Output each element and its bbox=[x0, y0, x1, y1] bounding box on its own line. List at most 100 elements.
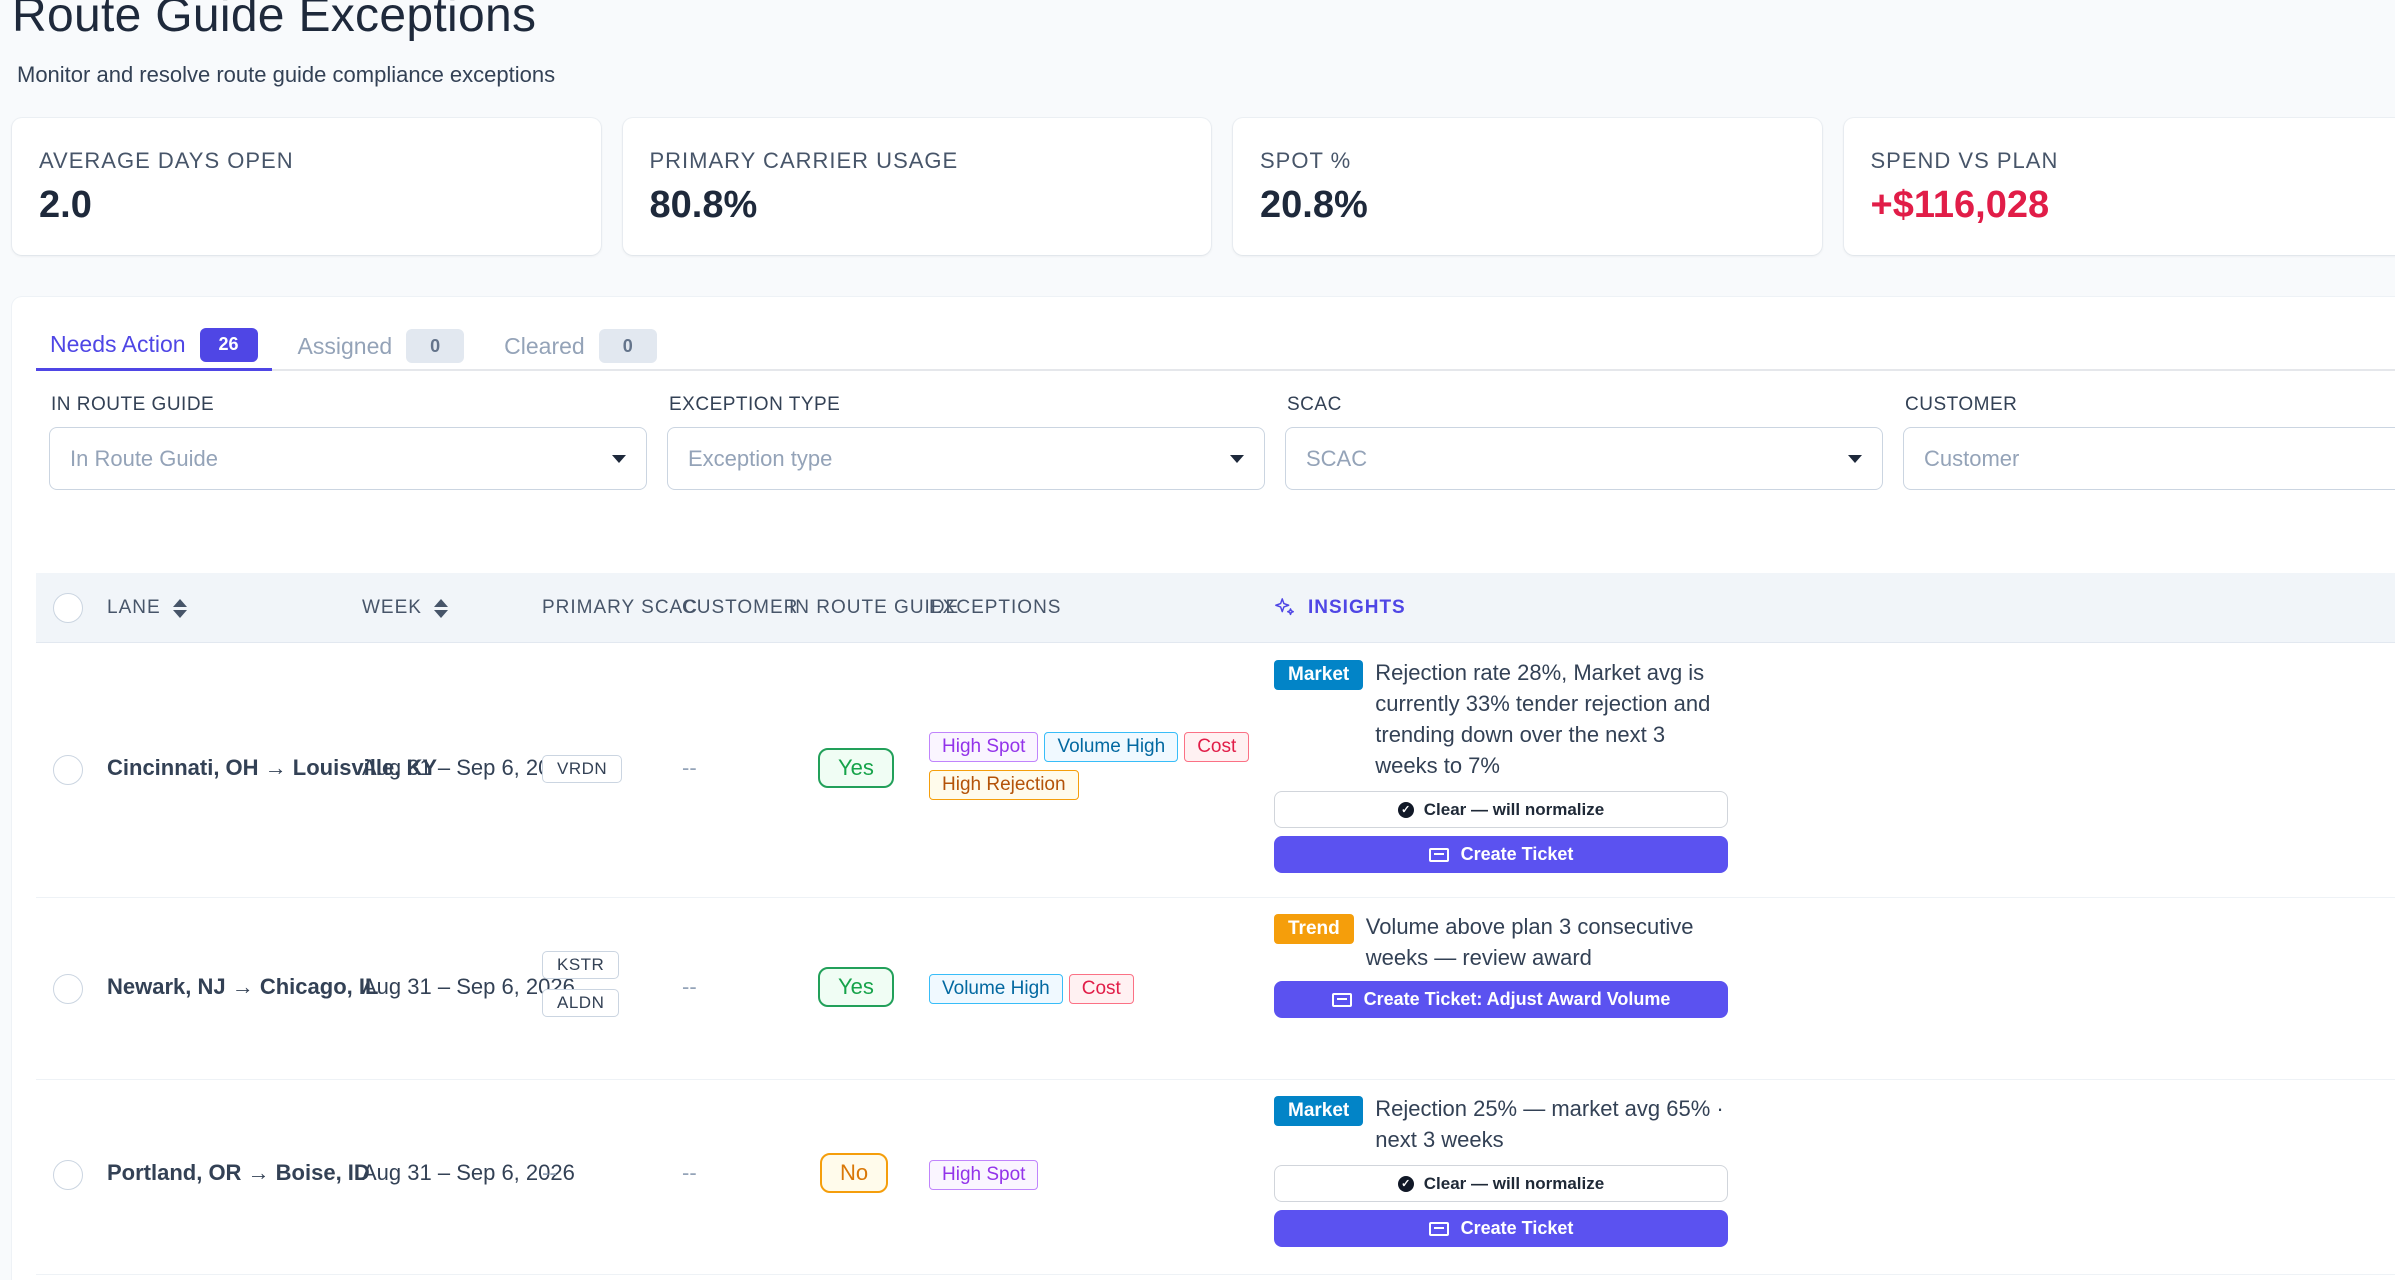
tab-assigned[interactable]: Assigned 0 bbox=[284, 321, 479, 371]
scac-cell: VRDN bbox=[542, 755, 623, 783]
create-ticket-button[interactable]: Create Ticket bbox=[1274, 836, 1728, 873]
select-placeholder: SCAC bbox=[1306, 445, 1368, 471]
filter-label: SCAC bbox=[1287, 394, 1342, 415]
column-exceptions: EXCEPTIONS bbox=[929, 596, 1062, 618]
exception-tag: Cost bbox=[1184, 732, 1250, 762]
button-label: Create Ticket: Adjust Award Volume bbox=[1363, 989, 1671, 1009]
table-header: LANE WEEK PRIMARY SCAC CUSTOMER IN ROUTE… bbox=[36, 573, 2395, 643]
in-route-guide-cell: Yes bbox=[818, 748, 894, 788]
ticket-icon bbox=[1331, 992, 1352, 1007]
kpi-row: AVERAGE DAYS OPEN 2.0 PRIMARY CARRIER US… bbox=[12, 118, 2395, 255]
table-row[interactable]: Portland, OR → Boise, ID Aug 31 – Sep 6,… bbox=[36, 1080, 2395, 1275]
column-primary-scac: PRIMARY SCAC bbox=[542, 596, 698, 618]
customer-cell: -- bbox=[682, 974, 697, 999]
column-lane[interactable]: LANE bbox=[107, 597, 187, 619]
table-row[interactable]: Cincinnati, OH → Louisville, KY Aug 31 –… bbox=[36, 644, 2395, 898]
page-title: Route Guide Exceptions bbox=[12, 0, 537, 42]
insight-text: Rejection rate 28%, Market avg is curren… bbox=[1375, 660, 1711, 778]
tab-label: Assigned bbox=[297, 332, 393, 359]
select-placeholder: Customer bbox=[1924, 445, 2020, 471]
button-label: Create Ticket bbox=[1460, 844, 1574, 864]
status-tabs: Needs Action 26 Assigned 0 Cleared 0 bbox=[36, 321, 2395, 371]
create-ticket-adjust-award-button[interactable]: Create Ticket: Adjust Award Volume bbox=[1274, 981, 1728, 1018]
customer-cell: -- bbox=[682, 755, 697, 780]
table-row[interactable]: Newark, NJ → Chicago, IL Aug 31 – Sep 6,… bbox=[36, 898, 2395, 1080]
count-badge: 0 bbox=[598, 329, 657, 363]
ticket-icon bbox=[1428, 847, 1449, 862]
check-circle-icon: ✓ bbox=[1397, 1175, 1414, 1192]
tab-cleared[interactable]: Cleared 0 bbox=[490, 321, 671, 371]
column-week[interactable]: WEEK bbox=[362, 597, 448, 619]
scac-chip: KSTR bbox=[542, 951, 620, 979]
exceptions-cell: High Spot Volume High Cost High Rejectio… bbox=[929, 732, 1279, 808]
filter-exception-type: EXCEPTION TYPE Exception type bbox=[667, 394, 1265, 490]
chevron-down-icon bbox=[1848, 454, 1862, 463]
customer-select[interactable]: Customer bbox=[1903, 427, 2395, 490]
create-ticket-button[interactable]: Create Ticket bbox=[1274, 1210, 1728, 1247]
status-badge: Yes bbox=[818, 748, 894, 788]
filter-label: EXCEPTION TYPE bbox=[669, 394, 841, 415]
exception-type-select[interactable]: Exception type bbox=[667, 427, 1265, 490]
row-checkbox[interactable] bbox=[53, 755, 83, 785]
insight-badge: Market bbox=[1274, 660, 1364, 690]
lane-cell: Cincinnati, OH → Louisville, KY bbox=[107, 755, 438, 780]
scac-cell: KSTR ALDN bbox=[542, 951, 620, 1017]
kpi-value: 2.0 bbox=[39, 184, 92, 226]
filter-scac: SCAC SCAC bbox=[1285, 394, 1883, 490]
column-label: WEEK bbox=[362, 596, 422, 618]
insight-panel: Trend Volume above plan 3 consecutive we… bbox=[1274, 914, 1728, 1018]
insight-panel: Market Rejection rate 28%, Market avg is… bbox=[1274, 660, 1728, 873]
row-checkbox[interactable] bbox=[53, 1160, 83, 1190]
scac-chip: ALDN bbox=[542, 989, 620, 1017]
column-customer: CUSTOMER bbox=[682, 596, 799, 618]
insight-badge: Market bbox=[1274, 1096, 1364, 1126]
status-badge: Yes bbox=[818, 967, 894, 1007]
kpi-value: 20.8% bbox=[1260, 184, 1368, 226]
insight-badge: Trend bbox=[1274, 914, 1354, 944]
clear-button[interactable]: ✓ Clear — will normalize bbox=[1274, 791, 1728, 828]
insight-panel: Market Rejection 25% — market avg 65% · … bbox=[1274, 1096, 1728, 1247]
exception-tag: High Rejection bbox=[929, 770, 1079, 800]
insight-text: Rejection 25% — market avg 65% · next 3 … bbox=[1375, 1096, 1724, 1152]
kpi-value: 80.8% bbox=[649, 184, 758, 226]
week-cell: Aug 31 – Sep 6, 2026 bbox=[362, 1160, 575, 1185]
button-label: Create Ticket bbox=[1460, 1218, 1574, 1238]
scac-select[interactable]: SCAC bbox=[1285, 427, 1883, 490]
filter-label: IN ROUTE GUIDE bbox=[51, 394, 215, 415]
lane-cell: Portland, OR → Boise, ID bbox=[107, 1160, 370, 1185]
filter-label: CUSTOMER bbox=[1905, 394, 2018, 415]
tab-needs-action[interactable]: Needs Action 26 bbox=[36, 321, 272, 371]
exception-tag: Volume High bbox=[929, 974, 1063, 1004]
in-route-guide-cell: Yes bbox=[818, 967, 894, 1007]
kpi-spend-vs-plan: SPEND VS PLAN +$116,028 bbox=[1843, 118, 2395, 255]
kpi-label: AVERAGE DAYS OPEN bbox=[39, 148, 294, 173]
chevron-down-icon bbox=[612, 454, 626, 463]
select-all-checkbox[interactable] bbox=[53, 593, 83, 623]
kpi-value: +$116,028 bbox=[1870, 184, 2050, 226]
exceptions-cell: Volume High Cost bbox=[929, 974, 1279, 1012]
button-label: Clear — will normalize bbox=[1423, 1173, 1605, 1193]
kpi-primary-carrier-usage: PRIMARY CARRIER USAGE 80.8% bbox=[622, 118, 1211, 255]
sort-icon bbox=[433, 597, 448, 619]
filter-bar: IN ROUTE GUIDE In Route Guide EXCEPTION … bbox=[49, 394, 2395, 490]
kpi-label: SPOT % bbox=[1260, 148, 1352, 173]
scac-chip: VRDN bbox=[542, 755, 623, 783]
tab-label: Cleared bbox=[504, 332, 585, 359]
button-label: Clear — will normalize bbox=[1423, 799, 1605, 819]
count-badge: 26 bbox=[199, 327, 258, 362]
exception-tag: Volume High bbox=[1044, 732, 1179, 762]
sparkles-icon bbox=[1275, 597, 1294, 615]
sort-icon bbox=[172, 597, 187, 619]
in-route-guide-cell: No bbox=[820, 1153, 889, 1193]
in-route-guide-select[interactable]: In Route Guide bbox=[49, 427, 647, 490]
row-checkbox[interactable] bbox=[53, 974, 83, 1004]
scac-cell: -- bbox=[542, 1160, 557, 1185]
kpi-average-days-open: AVERAGE DAYS OPEN 2.0 bbox=[12, 118, 601, 255]
filter-in-route-guide: IN ROUTE GUIDE In Route Guide bbox=[49, 394, 647, 490]
column-in-route-guide: IN ROUTE GUIDE bbox=[789, 596, 960, 618]
exception-tag: High Spot bbox=[929, 1160, 1039, 1190]
column-insights: INSIGHTS bbox=[1274, 597, 1406, 619]
tab-label: Needs Action bbox=[50, 331, 186, 357]
clear-button[interactable]: ✓ Clear — will normalize bbox=[1274, 1165, 1728, 1202]
kpi-label: SPEND VS PLAN bbox=[1870, 148, 2059, 173]
